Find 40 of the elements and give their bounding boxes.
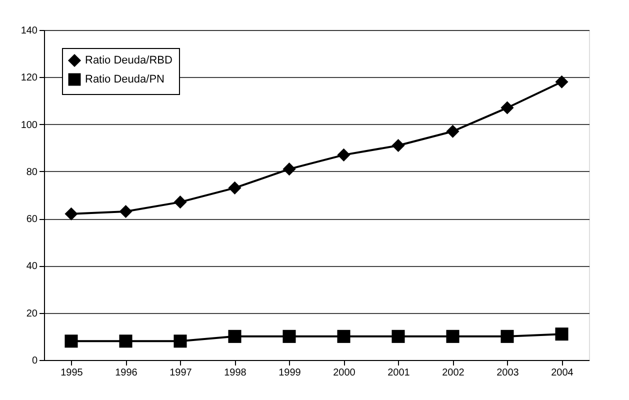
y-tick-label: 120 bbox=[20, 72, 38, 84]
point bbox=[446, 124, 460, 138]
point bbox=[119, 334, 132, 348]
point bbox=[174, 196, 187, 209]
point bbox=[228, 181, 242, 194]
y-tick-label: 20 bbox=[26, 308, 38, 320]
y-tick-label: 0 bbox=[32, 356, 38, 366]
point bbox=[282, 330, 296, 343]
x-tick-label: 1996 bbox=[115, 368, 138, 378]
y-tick-label: 40 bbox=[26, 261, 38, 272]
y-tick-label: 60 bbox=[26, 214, 38, 226]
point bbox=[337, 330, 350, 343]
point bbox=[228, 330, 242, 343]
point bbox=[500, 101, 514, 114]
point bbox=[119, 204, 132, 218]
y-tick-label: 80 bbox=[26, 166, 38, 178]
point bbox=[282, 162, 296, 176]
x-tick-label: 1995 bbox=[60, 368, 84, 378]
point bbox=[337, 148, 350, 162]
point bbox=[392, 138, 405, 152]
x-tick-label: 2001 bbox=[388, 368, 410, 378]
y-tick-label: 100 bbox=[20, 120, 38, 131]
point bbox=[64, 207, 78, 220]
x-tick-label: 2000 bbox=[333, 368, 356, 378]
x-tick-label: 1997 bbox=[170, 368, 192, 378]
point bbox=[500, 330, 514, 343]
x-tick-label: 2004 bbox=[551, 368, 574, 378]
x-tick-label: 2003 bbox=[496, 368, 520, 378]
x-tick-label: 1999 bbox=[278, 368, 302, 378]
y-tick-label: 140 bbox=[20, 26, 38, 36]
legend-label: Ratio Deuda/RBD bbox=[85, 54, 172, 66]
point bbox=[555, 328, 568, 341]
legend-label: Ratio Deuda/PN bbox=[85, 74, 165, 86]
point bbox=[174, 334, 187, 348]
x-tick-label: 1998 bbox=[224, 368, 247, 378]
point bbox=[555, 75, 568, 88]
point bbox=[446, 330, 460, 343]
x-tick-label: 2002 bbox=[442, 368, 465, 378]
point bbox=[64, 334, 78, 348]
point bbox=[392, 330, 405, 343]
